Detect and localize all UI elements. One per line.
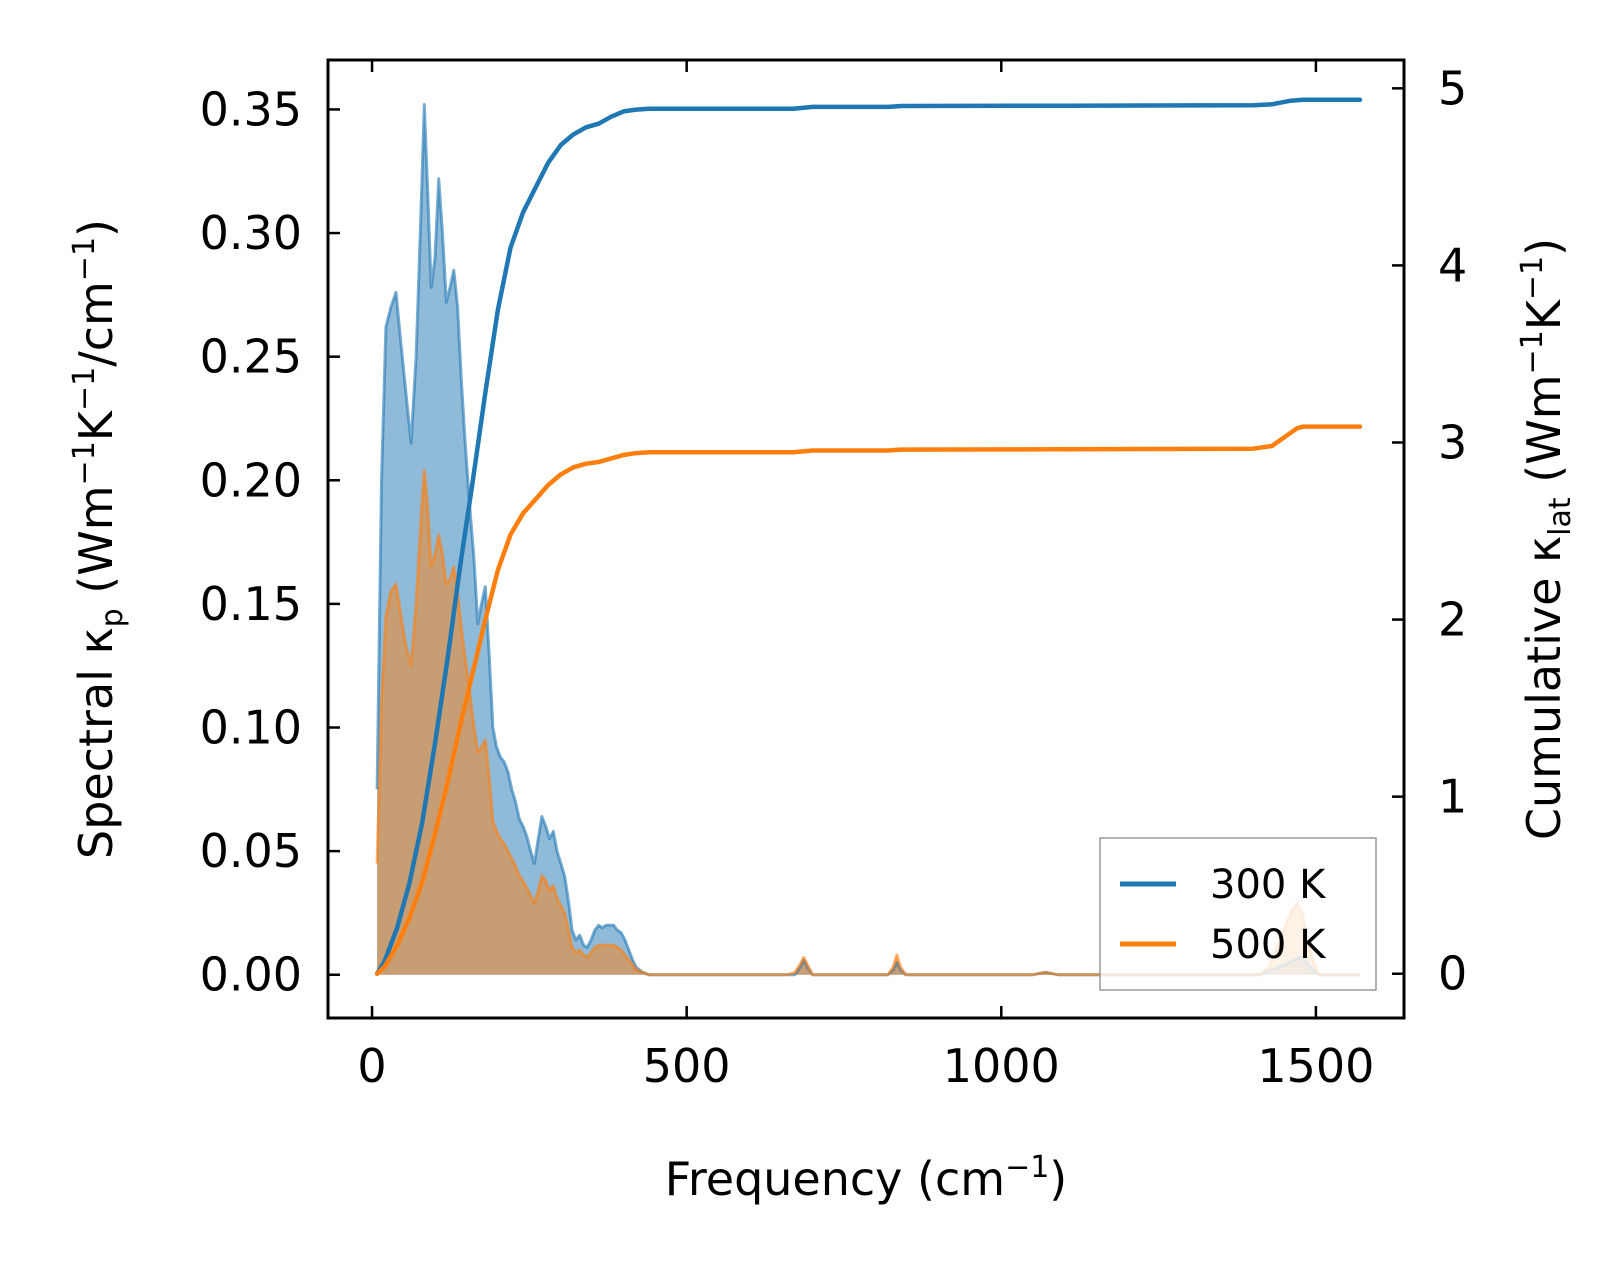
legend-label-500k: 500 K: [1210, 922, 1327, 968]
right-y-tick-label: 3: [1438, 415, 1467, 469]
cumulative-line-300k: [374, 97, 1363, 976]
spectral-lines: [375, 103, 1360, 977]
left-y-axis-ticks: 0.00 0.05 0.10 0.15 0.20 0.25 0.30 0.35: [200, 82, 340, 1002]
left-y-tick-label: 0.20: [200, 453, 302, 507]
left-y-tick-label: 0.25: [200, 330, 302, 384]
plot-frame: [326, 58, 1406, 1020]
left-y-tick-label: 0.10: [200, 701, 302, 755]
left-y-tick-label: 0.00: [200, 948, 302, 1002]
spectral-fills: [377, 104, 1361, 975]
legend-label-300k: 300 K: [1210, 862, 1327, 908]
x-axis-ticks: 0 500 1000 1500: [357, 60, 1374, 1093]
legend: 300 K 500 K: [1099, 837, 1377, 991]
x-tick-label: 0: [357, 1039, 386, 1093]
cumulative-line-500k: [374, 424, 1363, 976]
x-tick-label: 1000: [943, 1039, 1060, 1093]
x-axis-title: Frequency (cm−1): [665, 1150, 1068, 1206]
left-y-tick-label: 0.05: [200, 824, 302, 878]
right-y-tick-label: 4: [1438, 238, 1467, 292]
right-y-tick-label: 0: [1438, 947, 1467, 1001]
right-y-axis-ticks: 0 1 2 3 4 5: [1392, 61, 1467, 1001]
cumulative-lines: [374, 97, 1363, 976]
left-y-axis-title: Spectral κp (Wm−1K−1/cm−1): [67, 219, 130, 859]
spectral-line-500k: [375, 468, 1360, 977]
x-tick-label: 500: [643, 1039, 731, 1093]
spectral-fill-500k: [377, 470, 1361, 975]
right-y-axis-title: Cumulative κlat (Wm−1K−1): [1515, 238, 1578, 840]
left-y-tick-label: 0.15: [200, 577, 302, 631]
left-y-tick-label: 0.35: [200, 82, 302, 136]
right-y-tick-label: 2: [1438, 593, 1467, 647]
x-tick-label: 1500: [1257, 1039, 1374, 1093]
right-y-tick-label: 5: [1438, 61, 1467, 115]
left-y-tick-label: 0.30: [200, 206, 302, 260]
right-y-tick-label: 1: [1438, 770, 1467, 824]
legend-box: [1099, 837, 1377, 991]
